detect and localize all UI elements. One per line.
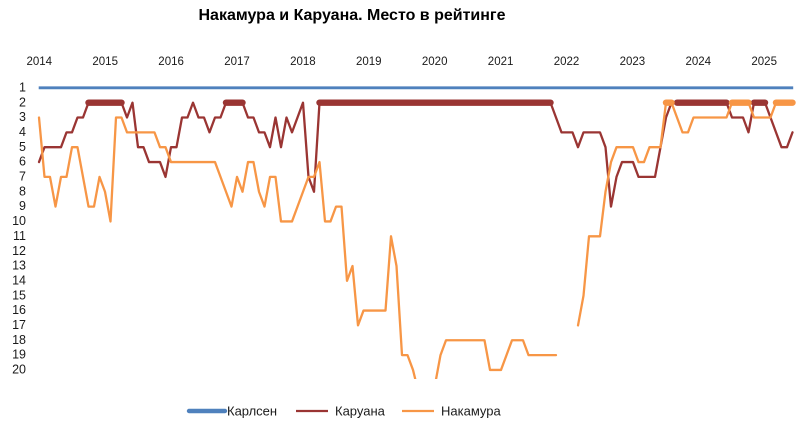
svg-text:9: 9 <box>19 199 26 213</box>
svg-text:2019: 2019 <box>356 56 382 68</box>
svg-text:2022: 2022 <box>554 56 580 68</box>
svg-text:7: 7 <box>19 170 26 184</box>
svg-text:18: 18 <box>12 333 26 347</box>
svg-text:2016: 2016 <box>158 56 184 68</box>
svg-text:12: 12 <box>12 244 26 258</box>
svg-text:2025: 2025 <box>751 56 777 68</box>
svg-text:17: 17 <box>12 318 26 332</box>
svg-text:6: 6 <box>19 155 26 169</box>
svg-text:3: 3 <box>19 110 26 124</box>
svg-text:16: 16 <box>12 303 26 317</box>
svg-text:1: 1 <box>19 80 26 94</box>
svg-text:Накамура и Каруана. Место в ре: Накамура и Каруана. Место в рейтинге <box>199 7 506 24</box>
svg-text:13: 13 <box>12 259 26 273</box>
svg-text:14: 14 <box>12 273 26 287</box>
svg-text:2015: 2015 <box>92 56 118 68</box>
svg-text:2023: 2023 <box>620 56 646 68</box>
svg-text:8: 8 <box>19 184 26 198</box>
svg-text:Каруана: Каруана <box>335 404 386 419</box>
svg-text:5: 5 <box>19 140 26 154</box>
svg-text:2024: 2024 <box>686 56 712 68</box>
svg-text:19: 19 <box>12 348 26 362</box>
svg-text:2021: 2021 <box>488 56 514 68</box>
svg-text:10: 10 <box>12 214 26 228</box>
svg-text:2014: 2014 <box>27 56 53 68</box>
svg-text:2020: 2020 <box>422 56 448 68</box>
svg-text:2018: 2018 <box>290 56 316 68</box>
svg-text:2: 2 <box>19 95 26 109</box>
svg-text:4: 4 <box>19 125 26 139</box>
svg-text:11: 11 <box>13 229 26 243</box>
svg-text:15: 15 <box>12 288 26 302</box>
svg-text:20: 20 <box>12 363 26 377</box>
svg-text:2017: 2017 <box>224 56 250 68</box>
svg-text:Карлсен: Карлсен <box>227 404 277 419</box>
svg-text:Накамура: Накамура <box>441 404 501 419</box>
